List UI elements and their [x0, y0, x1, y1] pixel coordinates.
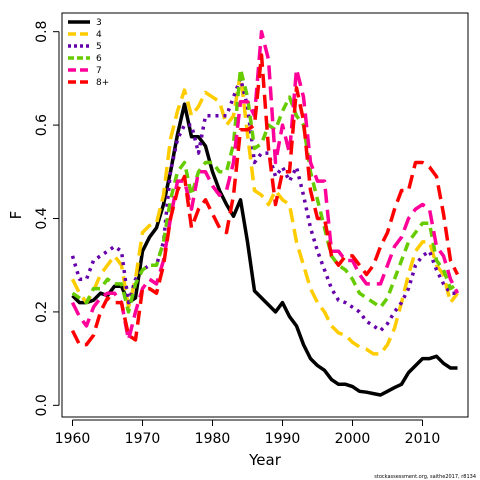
y-tick-label: 0.2 — [34, 301, 50, 323]
legend-label: 6 — [96, 54, 102, 64]
series-line-7 — [70, 29, 460, 342]
legend-label: 7 — [96, 66, 102, 76]
y-tick-label: 0.8 — [34, 21, 50, 43]
series-line-3 — [71, 102, 458, 397]
series-line-4 — [70, 71, 459, 356]
y-tick-label: 0.6 — [34, 114, 50, 136]
x-axis: 1960 1970 1980 1990 2000 2010 — [55, 419, 441, 447]
x-tick-label: 1960 — [55, 431, 91, 447]
series-layer — [70, 29, 460, 397]
legend: 3 4 5 6 7 8+ — [68, 18, 109, 88]
x-tick-label: 1970 — [125, 431, 161, 447]
legend-label: 5 — [96, 42, 102, 52]
x-tick-label: 1980 — [195, 431, 231, 447]
series-line-8plus — [70, 53, 460, 347]
x-axis-title: Year — [248, 451, 282, 469]
plot-area-frame — [61, 12, 469, 418]
y-axis-title: F — [7, 211, 25, 220]
legend-label: 4 — [96, 30, 102, 40]
y-tick-label: 0.4 — [34, 207, 50, 229]
y-axis: 0.0 0.2 0.4 0.6 0.8 — [34, 21, 60, 416]
x-tick-label: 2000 — [335, 431, 371, 447]
x-tick-label: 2010 — [405, 431, 441, 447]
legend-label: 3 — [96, 18, 102, 28]
footer-credit: stockassessment.org, saithe2017, r8134 — [374, 474, 476, 480]
legend-label: 8+ — [96, 78, 109, 88]
x-tick-label: 1990 — [265, 431, 301, 447]
y-tick-label: 0.0 — [34, 394, 50, 416]
series-line-6 — [71, 67, 459, 314]
